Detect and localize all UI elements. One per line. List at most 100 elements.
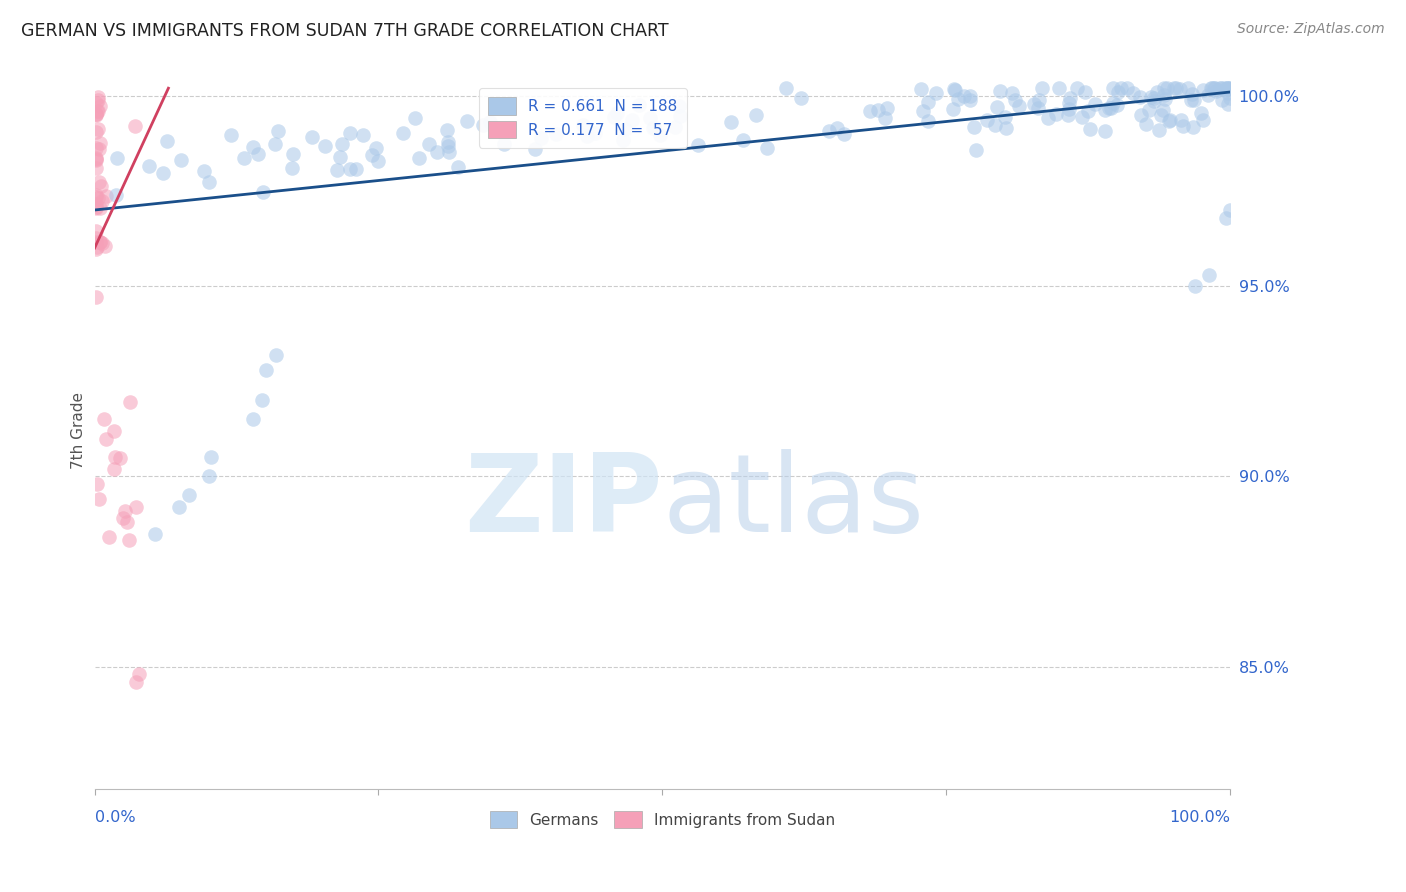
- Point: [84, 96, 107, 111]
- Point: [252, 185, 274, 199]
- Point: [152, 166, 174, 180]
- Point: [84, 161, 107, 175]
- Point: [90, 178, 112, 193]
- Point: [118, 394, 141, 409]
- Point: [456, 113, 478, 128]
- Point: [953, 89, 976, 103]
- Point: [669, 109, 692, 123]
- Point: [1159, 113, 1181, 128]
- Point: [1201, 81, 1223, 95]
- Point: [1198, 268, 1220, 282]
- Point: [91, 194, 114, 209]
- Point: [544, 127, 567, 141]
- Point: [89, 235, 111, 249]
- Point: [1216, 81, 1239, 95]
- Point: [832, 127, 855, 141]
- Point: [103, 462, 125, 476]
- Point: [104, 450, 127, 465]
- Point: [1163, 81, 1185, 95]
- Point: [686, 138, 709, 153]
- Point: [1156, 81, 1178, 95]
- Point: [1045, 107, 1067, 121]
- Point: [264, 348, 287, 362]
- Point: [959, 89, 981, 103]
- Point: [859, 103, 882, 118]
- Point: [1177, 81, 1199, 95]
- Point: [1168, 81, 1191, 95]
- Point: [314, 139, 336, 153]
- Point: [89, 99, 111, 113]
- Point: [86, 103, 108, 118]
- Point: [965, 143, 987, 157]
- Point: [352, 128, 374, 143]
- Point: [84, 107, 107, 121]
- Point: [118, 533, 141, 547]
- Point: [1008, 99, 1031, 113]
- Point: [84, 201, 107, 215]
- Point: [1182, 93, 1205, 107]
- Point: [84, 242, 107, 256]
- Point: [576, 128, 599, 143]
- Point: [789, 91, 811, 105]
- Point: [1189, 105, 1212, 120]
- Point: [583, 126, 606, 140]
- Point: [125, 675, 148, 690]
- Point: [1059, 91, 1081, 105]
- Point: [89, 201, 111, 215]
- Point: [86, 90, 108, 104]
- Point: [84, 197, 107, 211]
- Text: ZIP: ZIP: [464, 450, 662, 556]
- Point: [1101, 95, 1123, 110]
- Point: [994, 110, 1017, 124]
- Point: [478, 115, 501, 129]
- Point: [1047, 81, 1070, 95]
- Point: [330, 136, 353, 151]
- Point: [254, 363, 277, 377]
- Point: [436, 123, 458, 137]
- Point: [627, 98, 650, 112]
- Point: [1219, 202, 1241, 217]
- Point: [731, 133, 754, 147]
- Point: [84, 125, 107, 139]
- Point: [86, 191, 108, 205]
- Point: [866, 103, 889, 117]
- Point: [242, 139, 264, 153]
- Point: [911, 103, 934, 118]
- Point: [94, 239, 117, 253]
- Point: [143, 526, 166, 541]
- Point: [1084, 97, 1107, 112]
- Point: [97, 530, 120, 544]
- Point: [1001, 87, 1024, 101]
- Point: [344, 161, 367, 176]
- Point: [925, 87, 948, 101]
- Point: [1216, 81, 1239, 95]
- Point: [1213, 81, 1236, 95]
- Point: [1219, 82, 1241, 96]
- Point: [232, 151, 254, 165]
- Point: [664, 120, 686, 134]
- Point: [89, 235, 111, 250]
- Point: [114, 504, 136, 518]
- Point: [84, 224, 107, 238]
- Point: [1184, 279, 1206, 293]
- Point: [1022, 97, 1045, 112]
- Point: [91, 235, 114, 250]
- Point: [408, 151, 430, 165]
- Legend: Germans, Immigrants from Sudan: Germans, Immigrants from Sudan: [484, 805, 841, 835]
- Text: 100.0%: 100.0%: [1170, 810, 1230, 825]
- Point: [1150, 108, 1173, 122]
- Point: [84, 107, 107, 121]
- Point: [108, 450, 131, 465]
- Point: [339, 161, 361, 176]
- Point: [156, 134, 179, 148]
- Point: [84, 201, 107, 215]
- Point: [494, 136, 516, 151]
- Point: [818, 124, 841, 138]
- Point: [620, 112, 643, 127]
- Point: [745, 108, 768, 122]
- Point: [917, 114, 939, 128]
- Point: [1181, 120, 1204, 134]
- Point: [247, 147, 270, 161]
- Text: Source: ZipAtlas.com: Source: ZipAtlas.com: [1237, 22, 1385, 37]
- Point: [1028, 93, 1050, 107]
